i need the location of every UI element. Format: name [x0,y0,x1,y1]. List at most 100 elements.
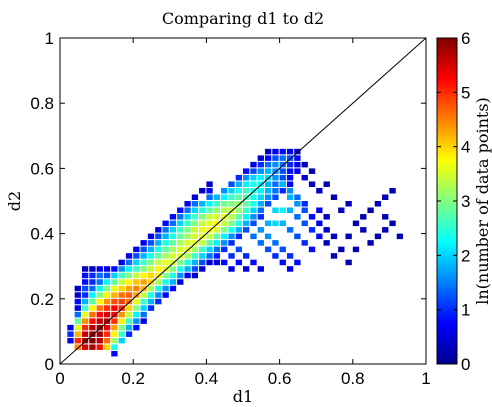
x-tick-label: 0.2 [121,369,145,388]
heatmap-cell [257,174,264,181]
heatmap-cell [228,187,235,194]
heatmap-cell [264,161,272,168]
heatmap-cell [257,227,264,233]
heatmap-cell [191,220,199,227]
heatmap-cell [294,161,301,168]
heatmap-cell [221,240,228,246]
heatmap-cell [191,240,199,246]
heatmap-cell [323,181,330,187]
heatmap-cell [323,227,330,233]
heatmap-cell [125,324,133,331]
heatmap-cell [257,181,264,187]
heatmap-cell [89,305,96,311]
heatmap-cell [294,214,301,220]
heatmap-cell [367,207,374,214]
heatmap-cell [235,187,242,194]
heatmap-cell [264,201,272,207]
heatmap-cell [250,259,257,266]
heatmap-cell [228,227,235,233]
y-tick-label: 0.2 [30,290,54,309]
heatmap-cell [191,201,199,207]
heatmap-cell [111,292,118,298]
heatmap-cell [118,318,125,324]
heatmap-cell [133,246,140,253]
heatmap-cell [111,266,118,272]
heatmap-cell [286,168,294,174]
heatmap-cell [81,279,89,285]
heatmap-cell [111,305,118,311]
heatmap-cell [243,266,250,272]
heatmap-cells [67,148,404,357]
heatmap-cell [294,259,301,266]
heatmap-cell [125,259,133,266]
heatmap-cell [243,181,250,187]
heatmap-cell [338,207,345,214]
heatmap-cell [250,207,257,214]
heatmap-cell [155,253,162,259]
heatmap-cell [103,337,111,344]
heatmap-cell [155,227,162,233]
heatmap-cell [147,240,155,246]
heatmap-cell [221,220,228,227]
heatmap-cell [286,181,294,187]
heatmap-cell [118,292,125,298]
heatmap-cell [147,272,155,279]
heatmap-cell [162,285,169,292]
heatmap-cell [184,266,191,272]
heatmap-cell [213,194,221,200]
x-axis-label: d1 [233,387,253,406]
heatmap-cell [162,266,169,272]
heatmap-cell [206,259,213,266]
heatmap-cell [243,227,250,233]
x-tick-label: 0 [55,369,64,388]
heatmap-cell [272,174,279,181]
heatmap-cell [191,233,199,240]
heatmap-cell [221,227,228,233]
heatmap-cell [103,305,111,311]
heatmap-cell [140,279,147,285]
heatmap-cell [199,266,206,272]
heatmap-cell [155,233,162,240]
heatmap-cell [155,259,162,266]
heatmap-cell [74,331,81,337]
heatmap-cell [96,337,103,344]
heatmap-cell [177,253,184,259]
heatmap-cell [228,240,235,246]
heatmap-cell [184,201,191,207]
heatmap-cell [81,344,89,350]
heatmap-cell [96,285,103,292]
heatmap-cell [162,259,169,266]
heatmap-cell [316,207,323,214]
heatmap-cell [257,201,264,207]
heatmap-cell [199,214,206,220]
heatmap-cell [67,324,74,331]
heatmap-cell [250,220,257,227]
y-tick-label: 0.8 [30,94,54,113]
heatmap-cell [264,168,272,174]
heatmap-cell [250,194,257,200]
x-tick-label: 1 [421,369,430,388]
heatmap-cell [199,259,206,266]
colorbar-tick-label: 5 [461,83,470,102]
heatmap-cell [228,220,235,227]
heatmap-cell [96,272,103,279]
heatmap-cell [308,214,316,220]
heatmap-cell [125,272,133,279]
heatmap-cell [257,187,264,194]
heatmap-cell [286,187,294,194]
heatmap-cell [279,174,286,181]
heatmap-cell [118,331,125,337]
heatmap-cell [243,194,250,200]
heatmap-cell [96,298,103,305]
heatmap-cell [125,253,133,259]
heatmap-cell [67,337,74,344]
heatmap-cell [272,207,279,214]
heatmap-cell [301,220,308,227]
heatmap-cell [213,259,221,266]
heatmap-cell [382,227,389,233]
heatmap-cell [118,337,125,344]
x-axis-ticks: 0 0.2 0.4 0.6 0.8 1 [55,38,431,388]
heatmap-cell [184,272,191,279]
heatmap-cell [140,240,147,246]
heatmap-cell [243,214,250,220]
